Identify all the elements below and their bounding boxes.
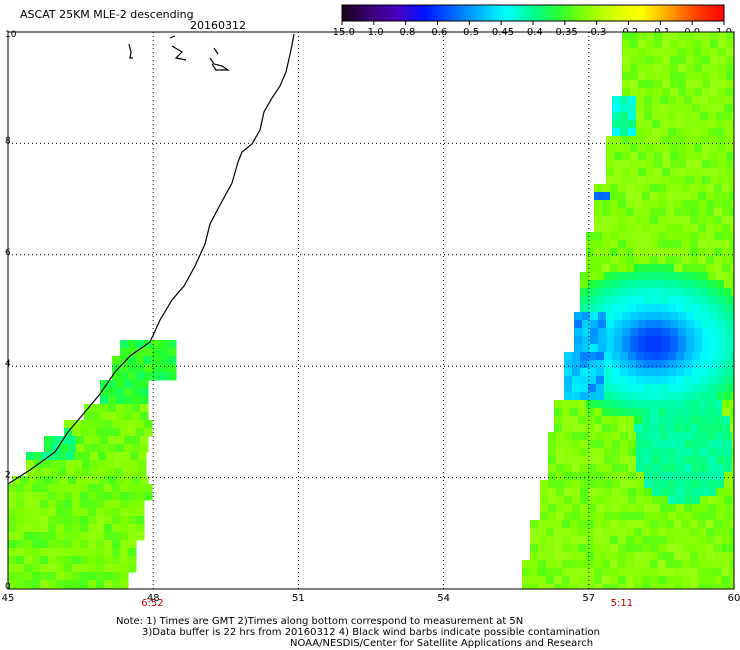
- longitude-label: 51: [292, 593, 305, 604]
- longitude-label: 48: [147, 593, 160, 604]
- pass-time-label: 5:11: [610, 598, 634, 609]
- latitude-label: 10: [5, 30, 17, 40]
- plot-frame: [7, 31, 735, 590]
- note-line-3: NOAA/NESDIS/Center for Satellite Applica…: [290, 638, 594, 649]
- axis-labels: 45 48 51 54 57 60 0 2 4 6 8 10: [2, 30, 740, 604]
- product-title: ASCAT 25KM MLE-2 descending: [20, 8, 194, 21]
- pass-time-label: 6:52: [141, 598, 164, 609]
- latitude-label: 4: [5, 359, 11, 369]
- longitude-label: 60: [728, 593, 740, 604]
- longitude-label: 54: [437, 593, 450, 604]
- latitude-label: 2: [5, 471, 11, 481]
- island-1: [128, 43, 133, 59]
- longitude-label: 45: [2, 593, 15, 604]
- longitude-label: 57: [582, 593, 595, 604]
- note-line-2: 3)Data buffer is 22 hrs from 20160312 4)…: [142, 627, 600, 638]
- product-date: 20160312: [190, 19, 246, 32]
- latitude-label: 8: [5, 136, 11, 146]
- colorbar: [341, 4, 725, 22]
- swath-data: [8, 32, 734, 589]
- latitude-label: 6: [5, 248, 11, 258]
- island-2: [169, 35, 187, 61]
- lat-lon-grid: [7, 31, 735, 590]
- coastline: [7, 33, 295, 485]
- latitude-label: 0: [5, 582, 11, 592]
- note-line-1: Note: 1) Times are GMT 2)Times along bot…: [116, 616, 524, 627]
- island-3: [209, 47, 230, 71]
